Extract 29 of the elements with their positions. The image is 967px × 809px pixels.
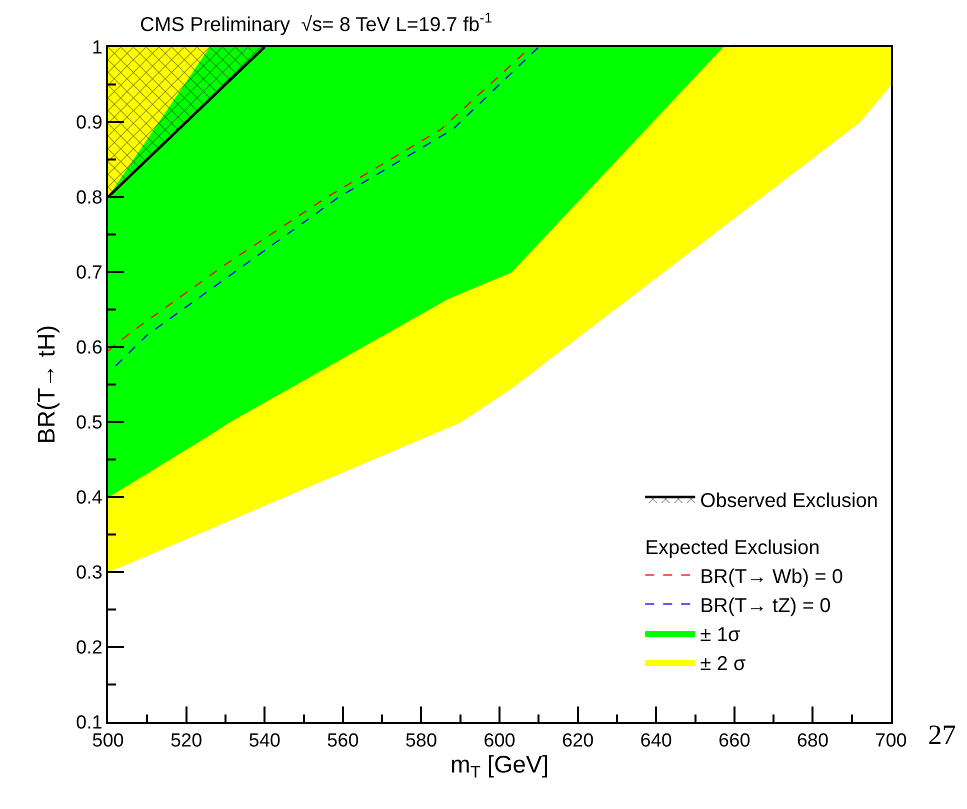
x-tick-label: 680 [796,730,829,752]
x-tick-label: 700 [875,730,907,752]
y-tick-label: 0.8 [76,188,102,209]
y-tick-label: 0.9 [76,112,102,134]
y-tick-label: 0.4 [76,488,103,509]
y-tick-label: 0.6 [76,338,102,359]
x-tick-label: 520 [170,730,202,752]
x-axis-title: m$_{T}$ [GeV] [450,752,549,782]
y-tick-label: 1 [92,38,102,59]
x-tick-label: 640 [640,730,672,752]
x-tick-label: 600 [484,730,516,752]
x-tick-label: 560 [327,730,359,752]
legend-label: ± 2 σ [700,652,746,675]
x-tick-label: 620 [562,730,594,752]
legend-title: Expected Exclusion [645,536,820,559]
legend-label: Observed Exclusion [700,490,878,512]
y-axis-title: BR(T→ tH) [34,325,61,444]
x-tick-label: 540 [248,730,280,752]
legend-label: ± 1σ [700,624,741,646]
legend-label: BR(T→ Wb) = 0 [700,566,843,588]
y-tick-label: 0.7 [76,262,102,284]
chart-title: CMS Preliminary √s= 8 TeV L=19.7 fb$^{-1}$ [140,10,492,36]
x-tick-label: 660 [718,730,750,752]
x-tick-label: 580 [405,730,438,752]
y-tick-label: 0.3 [76,562,102,584]
text: 27 [928,720,956,751]
y-tick-label: 0.5 [76,412,102,434]
y-tick-label: 0.2 [76,638,102,659]
legend-label: BR(T→ tZ) = 0 [700,594,831,617]
